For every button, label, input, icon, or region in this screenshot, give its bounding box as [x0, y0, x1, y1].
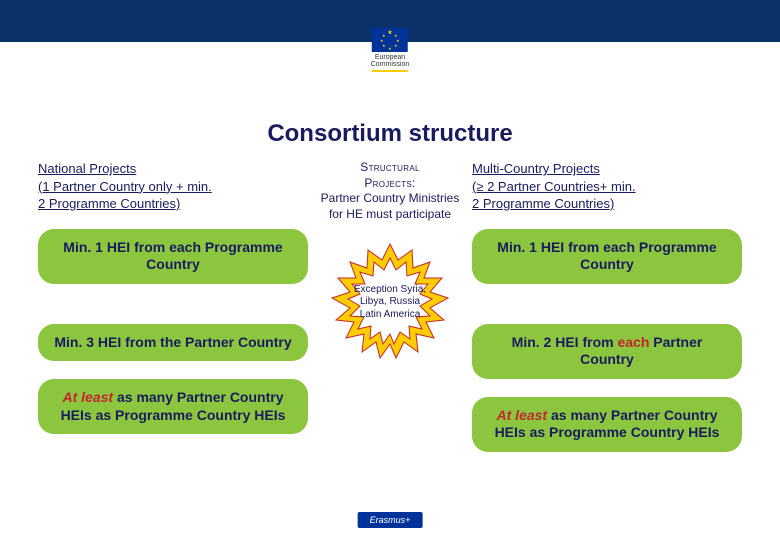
left-pill-2: Min. 3 HEI from the Partner Country [38, 324, 308, 362]
right-heading-l2: (≥ 2 Partner Countries+ min. [472, 179, 636, 194]
right-heading-l1: Multi-Country Projects [472, 161, 600, 176]
center-heading: Structural Projects: Partner Country Min… [320, 160, 460, 222]
left-pill-1: Min. 1 HEI from each Programme Country [38, 229, 308, 284]
right-column: Multi-Country Projects (≥ 2 Partner Coun… [472, 160, 742, 470]
eu-flag-icon: ★★ ★★ ★★ ★★ [372, 28, 408, 52]
left-pill-3: At least as many Partner Country HEIs as… [38, 379, 308, 434]
right-pill-3-accent: At least [497, 407, 548, 423]
right-pill-2-accent: each [617, 334, 649, 350]
page-title: Consortium structure [0, 120, 780, 148]
right-heading-l3: 2 Programme Countries) [472, 196, 614, 211]
logo-text-2: Commission [371, 61, 410, 68]
left-heading-l1: National Projects [38, 161, 136, 176]
left-heading: National Projects (1 Partner Country onl… [38, 160, 308, 213]
ec-logo: ★★ ★★ ★★ ★★ European Commission [371, 28, 410, 72]
center-column: Structural Projects: Partner Country Min… [320, 160, 460, 362]
logo-underline [372, 70, 408, 72]
right-pill-2-pre: Min. 2 HEI from [512, 334, 618, 350]
right-pill-2: Min. 2 HEI from each Partner Country [472, 324, 742, 379]
left-heading-l2: (1 Partner Country only + min. [38, 179, 212, 194]
starburst: Exception Syria, Libya, Russia Latin Ame… [330, 242, 450, 362]
logo-text-1: European [371, 54, 410, 61]
right-pill-3: At least as many Partner Country HEIs as… [472, 397, 742, 452]
center-line2: Projects: [364, 176, 415, 190]
starburst-label: Exception Syria, Libya, Russia Latin Ame… [330, 242, 450, 362]
center-body: Partner Country Ministries for HE must p… [321, 191, 460, 221]
center-line1: Structural [360, 160, 419, 174]
left-column: National Projects (1 Partner Country onl… [38, 160, 308, 452]
left-heading-l3: 2 Programme Countries) [38, 196, 180, 211]
left-pill-3-accent: At least [63, 389, 114, 405]
footer-badge: Erasmus+ [358, 512, 423, 528]
right-pill-1: Min. 1 HEI from each Programme Country [472, 229, 742, 284]
right-heading: Multi-Country Projects (≥ 2 Partner Coun… [472, 160, 742, 213]
